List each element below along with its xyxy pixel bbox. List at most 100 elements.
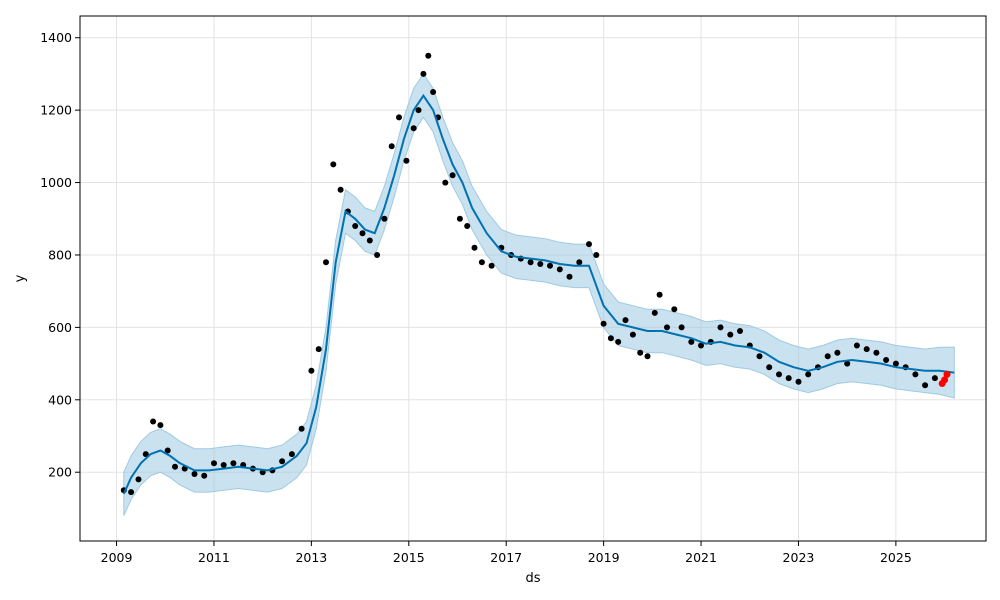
observed-point (922, 382, 929, 389)
observed-point (388, 143, 395, 150)
observed-point (537, 261, 544, 267)
observed-point (785, 375, 792, 382)
x-tick-label: 2015 (393, 550, 425, 565)
observed-point (220, 462, 227, 468)
observed-point (892, 360, 899, 367)
recent-point (941, 376, 949, 384)
observed-point (403, 157, 410, 164)
observed-point (644, 353, 651, 360)
observed-point (488, 262, 495, 269)
y-tick-label: 200 (48, 465, 72, 480)
observed-point (615, 338, 622, 345)
observed-point (381, 215, 388, 222)
observed-point (795, 378, 802, 385)
observed-point (824, 353, 831, 360)
observed-point (164, 447, 171, 454)
observed-point (442, 179, 449, 186)
x-tick-label: 2019 (588, 550, 620, 565)
observed-point (727, 331, 734, 338)
x-tick-label: 2021 (685, 550, 717, 565)
observed-point (556, 266, 563, 273)
observed-point (853, 342, 860, 349)
x-axis-ticks: 2009 2011 2013 2015 2017 2019 2021 2023 2025 (101, 541, 912, 565)
y-tick-label: 1200 (40, 103, 72, 118)
observed-point (844, 360, 851, 367)
recent-point (943, 370, 951, 378)
observed-point (471, 244, 478, 251)
observed-point (607, 335, 614, 342)
observed-point (576, 259, 583, 266)
observed-point (931, 375, 938, 382)
observed-point (863, 346, 870, 353)
observed-point (359, 230, 366, 237)
observed-point (527, 259, 534, 266)
observed-point (566, 273, 573, 280)
observed-point (637, 349, 644, 356)
y-tick-label: 400 (48, 392, 72, 407)
observed-point (352, 223, 359, 229)
y-tick-label: 600 (48, 320, 72, 335)
observed-point (737, 328, 743, 334)
observed-point (873, 349, 880, 356)
x-tick-label: 2013 (295, 550, 327, 565)
observed-point (464, 223, 471, 229)
observed-point (456, 215, 463, 222)
observed-point (230, 460, 237, 467)
observed-point (883, 357, 890, 363)
observed-point (366, 237, 373, 244)
y-tick-label: 1400 (40, 30, 72, 45)
observed-point (420, 70, 427, 77)
x-axis-label: ds (525, 571, 540, 586)
observed-point (688, 338, 695, 345)
observed-point (600, 320, 607, 327)
observed-point (191, 471, 198, 477)
observed-point (396, 114, 402, 121)
observed-point (323, 259, 329, 266)
observed-point (593, 252, 600, 258)
observed-point (766, 364, 773, 371)
observed-point (337, 186, 344, 193)
x-tick-label: 2025 (880, 550, 912, 565)
observed-point (142, 451, 149, 458)
observed-point (315, 346, 322, 353)
observed-point (805, 371, 812, 378)
observed-point (211, 460, 217, 467)
observed-point (128, 489, 135, 496)
y-axis-label: y (13, 274, 28, 282)
uncertainty-band (123, 73, 955, 516)
y-tick-label: 1000 (40, 175, 72, 190)
x-tick-label: 2023 (783, 550, 815, 565)
observed-point (776, 371, 782, 378)
x-tick-label: 2009 (101, 550, 133, 565)
observed-point (308, 367, 315, 374)
observed-point (425, 52, 432, 59)
observed-point (298, 425, 305, 432)
observed-point (656, 291, 663, 298)
forecast-line (122, 93, 955, 495)
x-tick-label: 2017 (490, 550, 522, 565)
observed-point (756, 353, 763, 360)
observed-point (547, 262, 553, 269)
observed-point (629, 331, 636, 338)
observed-point (586, 241, 592, 248)
y-tick-label: 800 (48, 247, 72, 262)
observed-point (698, 342, 704, 349)
x-tick-label: 2011 (198, 550, 230, 565)
observed-point (664, 324, 670, 331)
observed-point (678, 324, 685, 331)
grid-lines (80, 16, 986, 541)
observed-point (288, 451, 295, 458)
observed-point (651, 309, 658, 316)
y-axis-ticks: 200 400 600 800 1000 1200 1400 (40, 30, 80, 480)
observed-point (330, 161, 337, 168)
observed-point (478, 259, 485, 266)
observed-point (172, 463, 178, 470)
plot-area (79, 15, 987, 542)
observed-point (279, 458, 286, 465)
observed-point (150, 418, 157, 425)
observed-point (374, 252, 381, 258)
observed-points (120, 52, 938, 496)
observed-point (449, 172, 456, 179)
observed-point (622, 317, 629, 324)
